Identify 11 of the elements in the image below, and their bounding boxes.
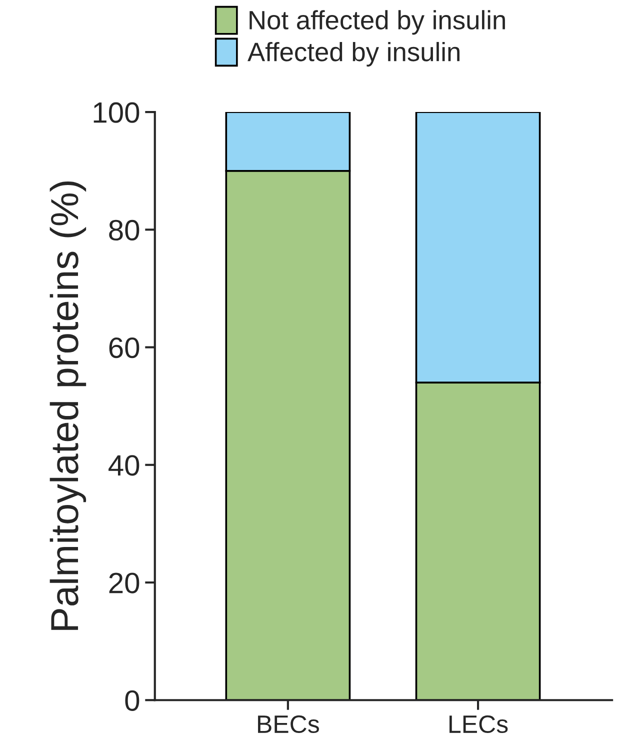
y-tick-label: 20	[109, 572, 140, 594]
y-tick-label: 0	[125, 690, 140, 711]
y-tick-label: 40	[108, 455, 140, 476]
legend-label: Not affected by insulin	[250, 10, 505, 35]
y-tick-label: 80	[109, 220, 140, 241]
y-axis-title: Palmitoylated proteins (%)	[50, 182, 86, 630]
y-tick-label: 60	[109, 337, 140, 358]
x-tick-label: LECs	[450, 715, 508, 734]
legend-label: Affected by insulin	[248, 42, 460, 67]
y-tick-label: 100	[94, 102, 140, 123]
x-tick-label: BECs	[258, 715, 319, 734]
